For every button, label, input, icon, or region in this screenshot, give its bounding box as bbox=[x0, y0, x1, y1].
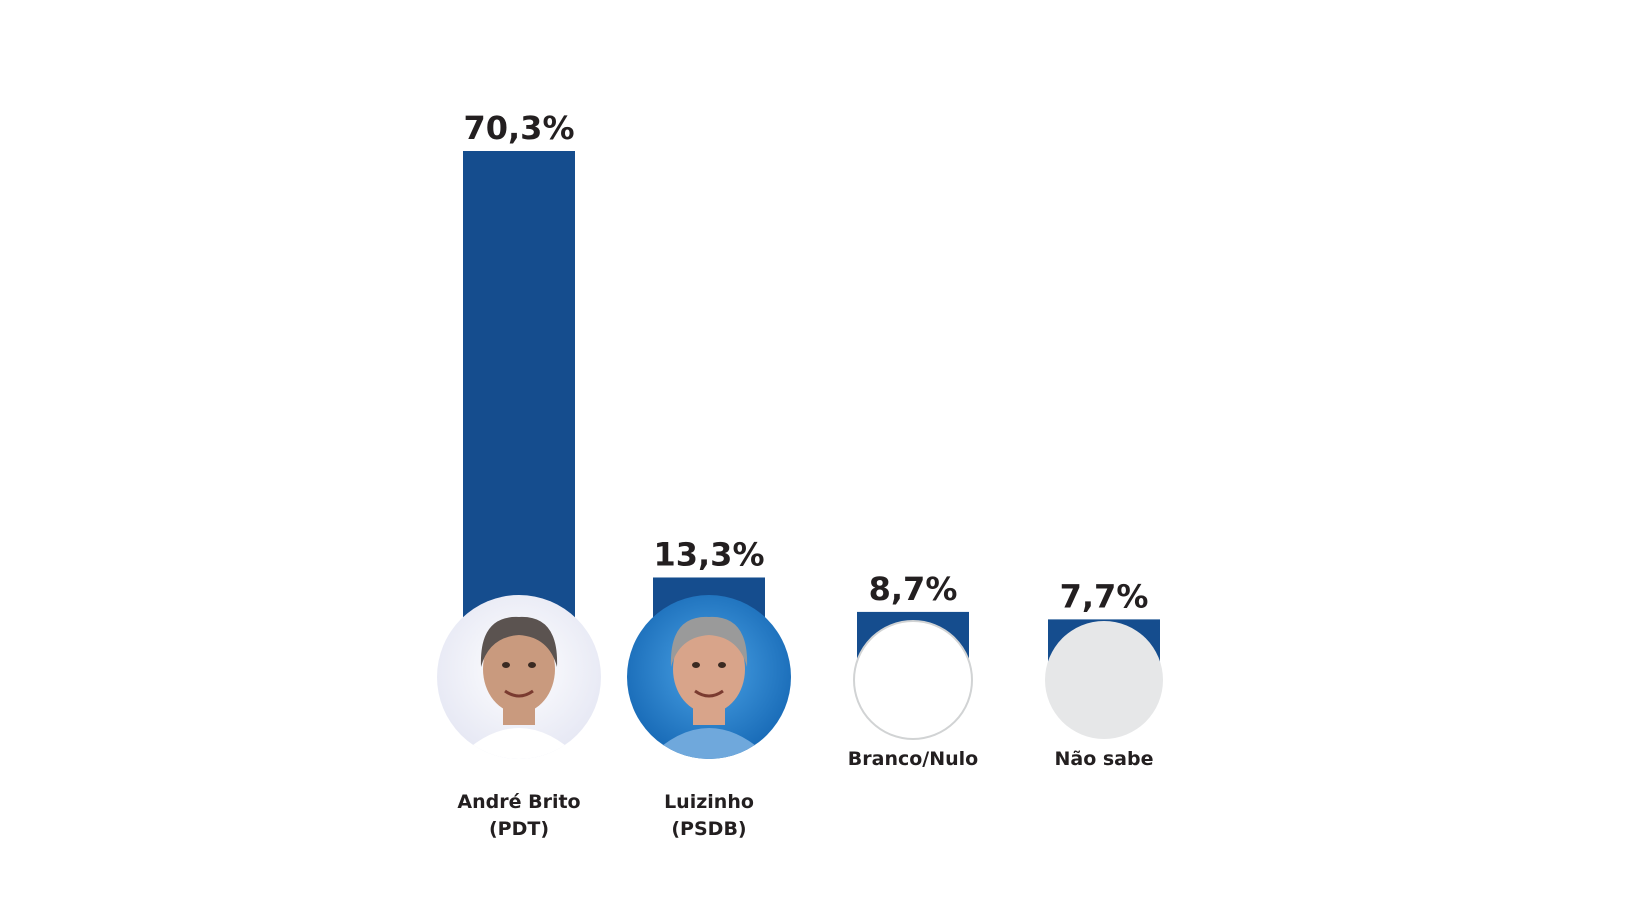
hair-shape bbox=[670, 616, 748, 667]
candidate-photo bbox=[627, 595, 791, 759]
value-label: 13,3% bbox=[653, 535, 764, 573]
category-label: (PDT) bbox=[489, 818, 549, 840]
eye-shape bbox=[692, 662, 700, 668]
face-shape bbox=[673, 625, 745, 713]
eye-shape bbox=[718, 662, 726, 668]
mouth-shape bbox=[694, 689, 724, 698]
eye-shape bbox=[502, 662, 510, 668]
category-label: (PSDB) bbox=[671, 818, 746, 840]
category-label: Branco/Nulo bbox=[848, 748, 978, 770]
value-label: 70,3% bbox=[463, 109, 574, 147]
face-shape bbox=[483, 625, 555, 713]
shirt-shape bbox=[457, 728, 581, 759]
dont-know-circle bbox=[1045, 621, 1163, 739]
value-label: 8,7% bbox=[869, 570, 958, 608]
eye-shape bbox=[528, 662, 536, 668]
category-label: Não sabe bbox=[1054, 748, 1153, 770]
category-label: Luizinho bbox=[664, 791, 754, 813]
bar bbox=[463, 151, 575, 677]
mouth-shape bbox=[504, 689, 534, 698]
blank-null-circle bbox=[853, 620, 973, 740]
hair-shape bbox=[480, 616, 558, 667]
value-label: 7,7% bbox=[1060, 577, 1149, 615]
shirt-shape bbox=[647, 728, 771, 759]
candidate-photo bbox=[437, 595, 601, 759]
category-label: André Brito bbox=[457, 791, 580, 813]
